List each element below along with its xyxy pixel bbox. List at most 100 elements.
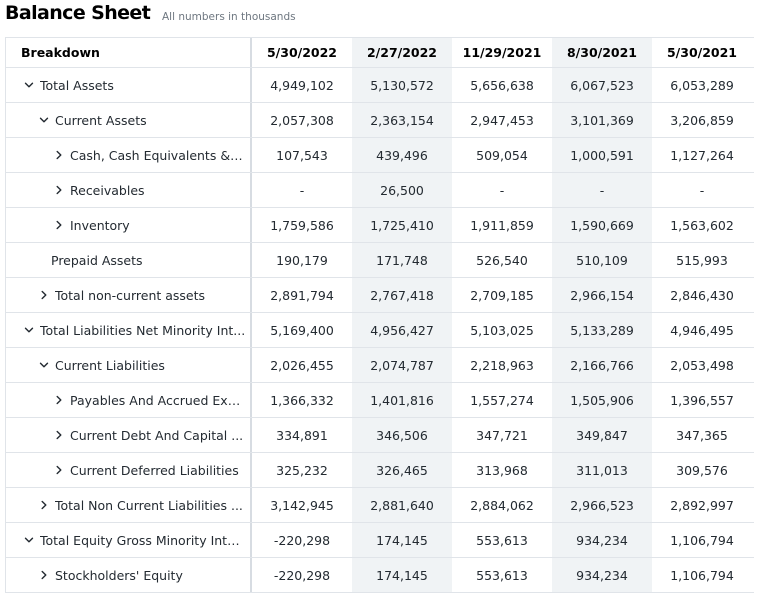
- value-cell: 2,363,154: [352, 103, 452, 137]
- chevron-right-icon[interactable]: [37, 499, 50, 512]
- value-cell: 174,145: [352, 558, 452, 592]
- date-header[interactable]: 5/30/2021: [666, 45, 737, 60]
- chevron-right-icon[interactable]: [52, 149, 65, 162]
- value-cell: 1,401,816: [352, 383, 452, 417]
- value-cell: 3,206,859: [670, 112, 734, 128]
- value-cell: -: [499, 182, 505, 198]
- value-cell: 509,054: [476, 147, 528, 163]
- row-label: Payables And Accrued Exp...: [70, 392, 246, 408]
- value-cell: 2,767,418: [352, 278, 452, 312]
- value-cell: -220,298: [273, 532, 331, 548]
- value-cell: 5,656,638: [470, 77, 534, 93]
- chevron-right-icon[interactable]: [52, 184, 65, 197]
- value-cell: 349,847: [552, 418, 652, 452]
- value-cell: 171,748: [352, 243, 452, 277]
- row-label: Stockholders' Equity: [55, 567, 183, 583]
- row-label-cell[interactable]: Total non-current assets: [6, 278, 252, 312]
- date-header[interactable]: 11/29/2021: [462, 45, 542, 60]
- value-cell: 1,000,591: [552, 138, 652, 172]
- value-cell: -: [299, 182, 305, 198]
- value-cell: 5,169,400: [270, 322, 334, 338]
- row-label-cell[interactable]: Inventory: [6, 208, 252, 242]
- value-cell: 6,067,523: [552, 68, 652, 102]
- chevron-right-icon[interactable]: [52, 464, 65, 477]
- value-cell: 2,026,455: [270, 357, 334, 373]
- row-label: Total Equity Gross Minority Inte...: [40, 532, 246, 548]
- date-header[interactable]: 5/30/2022: [266, 45, 337, 60]
- table-row: Total Equity Gross Minority Inte... -220,…: [6, 523, 754, 558]
- value-cell: 325,232: [276, 462, 328, 478]
- value-cell: 26,500: [352, 173, 452, 207]
- table-row: Current Assets 2,057,308 2,363,154 2,947,45…: [6, 103, 754, 138]
- table-row: Total Liabilities Net Minority Int... 5,1…: [6, 313, 754, 348]
- value-cell: 934,234: [552, 523, 652, 557]
- row-label: Prepaid Assets: [51, 252, 143, 268]
- value-cell: 1,725,410: [352, 208, 452, 242]
- chevron-down-icon[interactable]: [22, 79, 35, 92]
- row-label-cell[interactable]: Current Debt And Capital ...: [6, 418, 252, 452]
- row-label-cell[interactable]: Cash, Cash Equivalents & S...: [6, 138, 252, 172]
- row-label-cell[interactable]: Receivables: [6, 173, 252, 207]
- value-cell: 526,540: [476, 252, 528, 268]
- value-cell: -220,298: [273, 567, 331, 583]
- chevron-right-icon[interactable]: [52, 429, 65, 442]
- value-cell: 510,109: [552, 243, 652, 277]
- table-row: Current Liabilities 2,026,455 2,074,787 2,2…: [6, 348, 754, 383]
- row-label-cell[interactable]: Total Non Current Liabilities ...: [6, 488, 252, 522]
- value-cell: 2,057,308: [270, 112, 334, 128]
- row-label: Inventory: [70, 217, 130, 233]
- value-cell: 553,613: [476, 532, 528, 548]
- date-header[interactable]: 8/30/2021: [552, 38, 652, 67]
- value-cell: 190,179: [276, 252, 328, 268]
- value-cell: 311,013: [552, 453, 652, 487]
- chevron-right-icon[interactable]: [52, 219, 65, 232]
- row-label-cell[interactable]: Total Assets: [6, 68, 252, 102]
- date-header[interactable]: 2/27/2022: [352, 38, 452, 67]
- value-cell: -: [699, 182, 705, 198]
- chevron-down-icon[interactable]: [37, 114, 50, 127]
- row-label-cell[interactable]: Total Liabilities Net Minority Int...: [6, 313, 252, 347]
- value-cell: 5,130,572: [352, 68, 452, 102]
- value-cell: 2,166,766: [552, 348, 652, 382]
- value-cell: 2,891,794: [270, 287, 334, 303]
- breakdown-header[interactable]: Breakdown: [6, 38, 252, 67]
- table-row: Total non-current assets 2,891,794 2,767,4…: [6, 278, 754, 313]
- table-row: Total Assets 4,949,102 5,130,572 5,656,638 6…: [6, 68, 754, 103]
- row-label-cell[interactable]: Current Liabilities: [6, 348, 252, 382]
- value-cell: 2,881,640: [352, 488, 452, 522]
- chevron-right-icon[interactable]: [52, 394, 65, 407]
- row-label-cell[interactable]: Current Deferred Liabilities: [6, 453, 252, 487]
- table-row: Stockholders' Equity -220,298 174,145 553,6…: [6, 558, 754, 593]
- value-cell: 107,543: [276, 147, 328, 163]
- row-label-cell[interactable]: Stockholders' Equity: [6, 558, 252, 592]
- row-label-cell[interactable]: Current Assets: [6, 103, 252, 137]
- chevron-right-icon[interactable]: [37, 569, 50, 582]
- table-row: Payables And Accrued Exp... 1,366,332 1,40…: [6, 383, 754, 418]
- chevron-down-icon[interactable]: [22, 324, 35, 337]
- chevron-down-icon[interactable]: [37, 359, 50, 372]
- value-cell: 2,892,997: [670, 497, 734, 513]
- value-cell: 2,074,787: [352, 348, 452, 382]
- row-label: Total Assets: [40, 77, 114, 93]
- value-cell: 1,396,557: [670, 392, 734, 408]
- value-cell: 1,127,264: [670, 147, 734, 163]
- row-label-cell[interactable]: Payables And Accrued Exp...: [6, 383, 252, 417]
- value-cell: 1,557,274: [470, 392, 534, 408]
- units-note: All numbers in thousands: [162, 11, 296, 23]
- value-cell: 1,590,669: [552, 208, 652, 242]
- value-cell: 326,465: [352, 453, 452, 487]
- chevron-down-icon[interactable]: [22, 534, 35, 547]
- row-label: Cash, Cash Equivalents & S...: [70, 147, 246, 163]
- value-cell: 313,968: [476, 462, 528, 478]
- row-label: Current Deferred Liabilities: [70, 462, 239, 478]
- value-cell: 347,721: [476, 427, 528, 443]
- value-cell: 1,106,794: [670, 567, 734, 583]
- value-cell: 439,496: [352, 138, 452, 172]
- chevron-right-icon[interactable]: [37, 289, 50, 302]
- row-label-cell[interactable]: Total Equity Gross Minority Inte...: [6, 523, 252, 557]
- balance-sheet-table: Breakdown 5/30/2022 2/27/2022 11/29/2021…: [5, 37, 754, 593]
- value-cell: 347,365: [676, 427, 728, 443]
- value-cell: 2,947,453: [470, 112, 534, 128]
- value-cell: 1,759,586: [270, 217, 334, 233]
- page-title: Balance Sheet: [5, 2, 151, 24]
